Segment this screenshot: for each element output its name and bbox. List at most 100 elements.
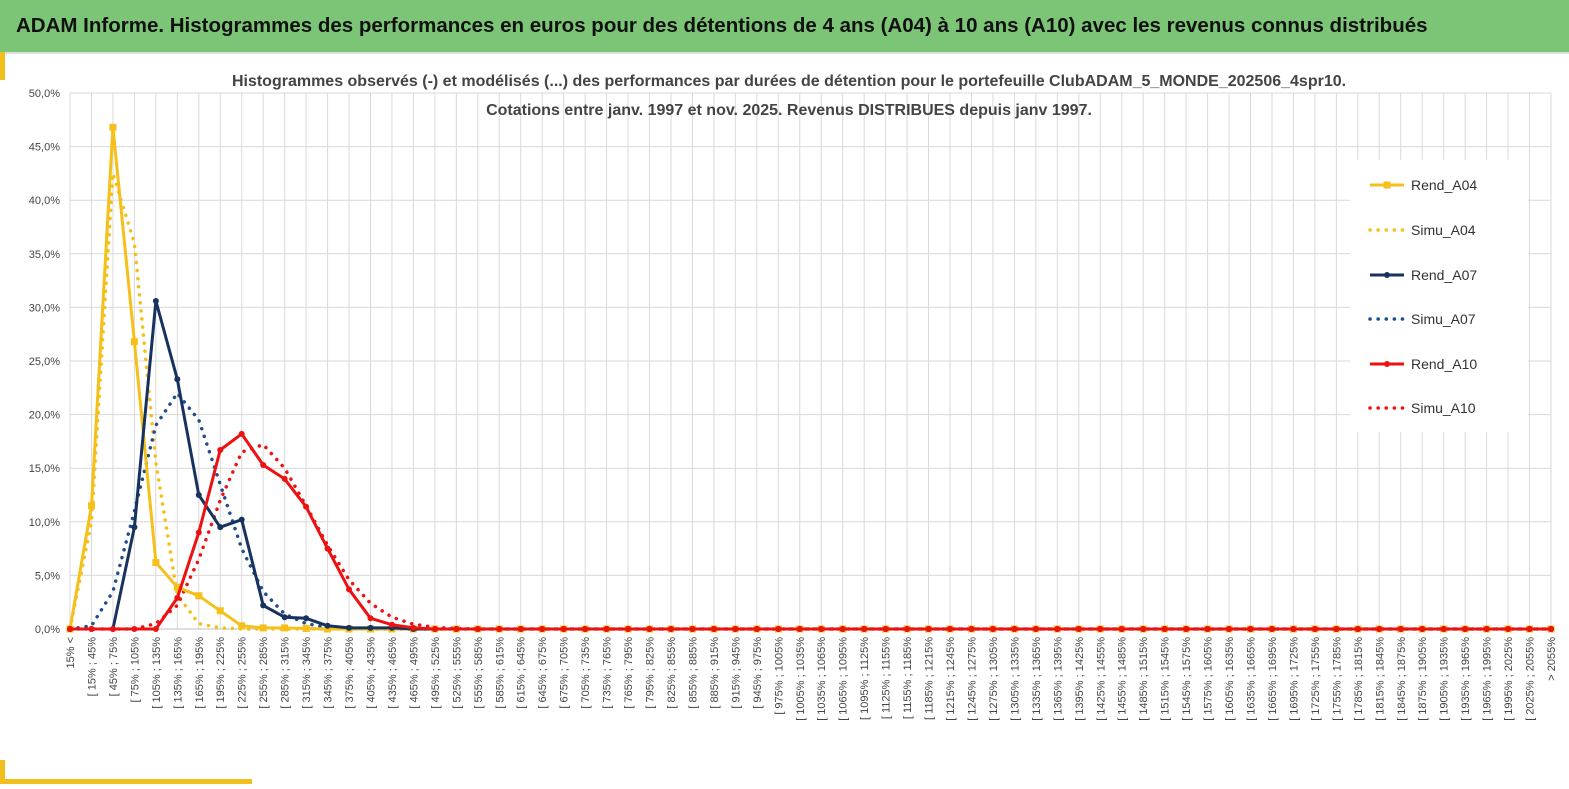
histogram-chart: 0,0% 5,0% 10,0% 15,0% 20,0% 25,0% 30,0% 35,0% 40… <box>29 73 1558 721</box>
x-tick-label: [ 555% ; 585% <box>473 637 485 709</box>
x-tick-label: [ 1485% ; 1515% <box>1138 637 1150 721</box>
data-point-Rend_A10 <box>1376 626 1383 632</box>
data-point-Rend_A10 <box>646 626 653 632</box>
series-Simu_A04 <box>68 171 1553 631</box>
legend: Rend_A04 Simu_A04 Rend_A07 Simu_A07 Rend_A10… <box>1368 177 1477 416</box>
data-point-Rend_A10 <box>947 626 954 632</box>
x-tick-label: [ 585% ; 615% <box>494 637 506 709</box>
data-point-Rend_A10 <box>238 430 245 437</box>
x-tick-label: [ 345% ; 375% <box>323 637 335 709</box>
data-point-Rend_A10 <box>174 594 181 601</box>
x-tick-label: [ 1635% ; 1665% <box>1246 637 1258 721</box>
x-tick-label: [ 675% ; 705% <box>559 637 571 709</box>
data-point-Rend_A10 <box>625 626 632 632</box>
data-point-Rend_A10 <box>195 529 202 536</box>
data-point-Rend_A07 <box>174 376 181 383</box>
x-tick-label: [ 375% ; 405% <box>344 637 356 709</box>
data-point-Rend_A10 <box>324 545 331 552</box>
data-point-Rend_A10 <box>152 626 159 632</box>
y-tick-label: 35,0% <box>29 249 60 261</box>
y-tick-label: 25,0% <box>29 356 60 368</box>
data-point-Rend_A10 <box>839 626 846 632</box>
data-point-Rend_A10 <box>1397 626 1404 632</box>
data-point-Rend_A10 <box>1483 626 1490 632</box>
data-point-Rend_A10 <box>1118 626 1125 632</box>
x-tick-label: [ 1335% ; 1365% <box>1031 637 1043 721</box>
data-point-Rend_A10 <box>667 626 674 632</box>
data-point-Rend_A10 <box>1419 626 1426 632</box>
data-point-Rend_A10 <box>217 446 224 453</box>
data-point-Rend_A10 <box>1548 626 1554 632</box>
x-axis: 15% < [ 15% ; 45% [ 45% ; 75% [ 75% ; 105% [… <box>65 628 1558 721</box>
x-tick-label: [ 1095% ; 1125% <box>859 637 871 720</box>
data-point-Rend_A10 <box>1011 626 1018 632</box>
data-point-Rend_A07 <box>346 624 353 631</box>
x-tick-label: [ 915% ; 945% <box>730 637 742 709</box>
x-tick-label: [ 1695% ; 1725% <box>1288 637 1300 721</box>
legend-label-Rend_A07: Rend_A07 <box>1411 267 1477 283</box>
data-point-Rend_A07 <box>238 516 245 523</box>
x-tick-label: [ 75% ; 105% <box>129 637 141 703</box>
data-point-Rend_A10 <box>1462 626 1469 632</box>
data-point-Rend_A04 <box>281 624 289 632</box>
data-point-Rend_A07 <box>131 524 138 531</box>
x-tick-label: [ 1365% ; 1395% <box>1052 637 1064 721</box>
x-tick-label: [ 105% ; 135% <box>151 637 163 709</box>
x-tick-label: [ 1245% ; 1275% <box>966 637 978 721</box>
x-tick-label: [ 705% ; 735% <box>580 637 592 709</box>
data-point-Rend_A10 <box>861 626 868 632</box>
data-point-Rend_A10 <box>1333 626 1340 632</box>
x-tick-label: [ 1755% ; 1785% <box>1331 637 1343 721</box>
x-tick-label: > 2055% <box>1546 637 1558 681</box>
x-tick-label: [ 735% ; 765% <box>602 637 614 709</box>
legend-item-Rend_A10: Rend_A10 <box>1370 356 1477 372</box>
data-point-Rend_A10 <box>1097 626 1104 632</box>
legend-label-Rend_A10: Rend_A10 <box>1411 356 1477 372</box>
data-point-Rend_A10 <box>1140 626 1147 632</box>
data-point-Rend_A10 <box>1440 626 1447 632</box>
y-tick-label: 45,0% <box>29 142 60 154</box>
legend-label-Simu_A07: Simu_A07 <box>1411 311 1476 327</box>
data-point-Rend_A07 <box>152 297 159 304</box>
data-point-Rend_A10 <box>818 626 825 632</box>
x-tick-label: [ 1455% ; 1485% <box>1117 637 1129 721</box>
x-tick-label: [ 1815% ; 1845% <box>1374 637 1386 721</box>
x-tick-label: [ 405% ; 435% <box>365 637 377 709</box>
x-tick-label: [ 1425% ; 1455% <box>1095 637 1107 721</box>
data-point-Rend_A10 <box>989 626 996 632</box>
data-point-Rend_A10 <box>539 626 546 632</box>
data-point-Rend_A07 <box>195 492 202 498</box>
report-title: ADAM Informe. Histogrammes des performan… <box>16 14 1428 37</box>
data-point-Rend_A10 <box>281 475 288 482</box>
chart-title-line-1: Histogrammes observés (-) et modélisés (… <box>232 73 1346 90</box>
data-point-Rend_A10 <box>453 626 460 632</box>
legend-marker-Rend_A10 <box>1384 361 1390 367</box>
x-tick-label: [ 1965% ; 1995% <box>1482 637 1494 721</box>
data-point-Rend_A10 <box>968 626 975 632</box>
legend-marker-Rend_A04 <box>1383 181 1391 189</box>
data-point-Rend_A10 <box>260 461 267 468</box>
data-point-Rend_A10 <box>346 586 353 593</box>
data-point-Rend_A04 <box>238 622 246 630</box>
x-tick-label: [ 615% ; 645% <box>516 637 528 709</box>
x-tick-label: [ 1395% ; 1425% <box>1074 637 1086 721</box>
x-tick-label: [ 165% ; 195% <box>194 637 206 709</box>
x-tick-label: [ 495% ; 525% <box>430 637 442 709</box>
x-tick-label: [ 825% ; 855% <box>666 637 678 709</box>
series-line-Rend_A04 <box>68 125 1551 631</box>
data-point-Rend_A10 <box>925 626 932 632</box>
data-point-Rend_A10 <box>410 624 417 631</box>
series-line-Simu_A04 <box>68 171 1553 631</box>
x-tick-label: [ 1785% ; 1815% <box>1353 637 1365 721</box>
x-tick-label: [ 975% ; 1005% <box>773 637 785 715</box>
data-point-Rend_A07 <box>367 624 374 631</box>
data-point-Rend_A10 <box>753 626 760 632</box>
x-tick-label: [ 1005% ; 1035% <box>795 637 807 721</box>
x-tick-label: [ 1905% ; 1935% <box>1439 637 1451 721</box>
data-point-Rend_A10 <box>1204 626 1211 632</box>
x-tick-label: [ 1305% ; 1335% <box>1009 637 1021 721</box>
x-tick-label: [ 1665% ; 1695% <box>1267 637 1279 721</box>
data-point-Rend_A10 <box>1054 626 1061 632</box>
y-tick-label: 40,0% <box>29 195 60 207</box>
legend-background <box>1350 160 1528 432</box>
